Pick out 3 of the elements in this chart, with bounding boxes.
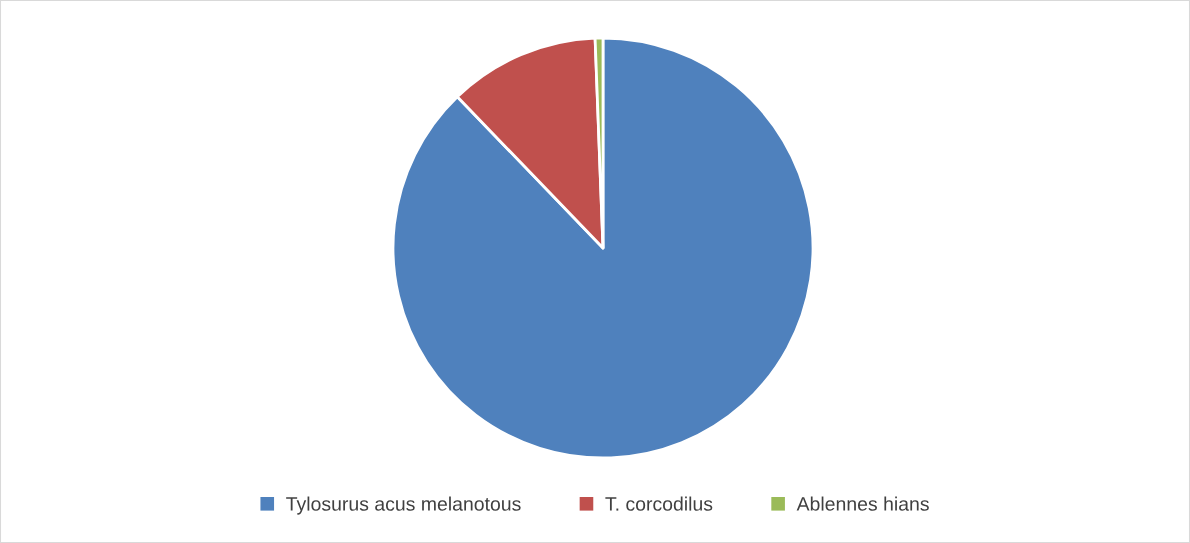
legend-label: T. corcodilus bbox=[605, 496, 713, 511]
legend-label: Ablennes hians bbox=[796, 496, 929, 511]
legend-label: Tylosurus acus melanotous bbox=[286, 496, 521, 515]
